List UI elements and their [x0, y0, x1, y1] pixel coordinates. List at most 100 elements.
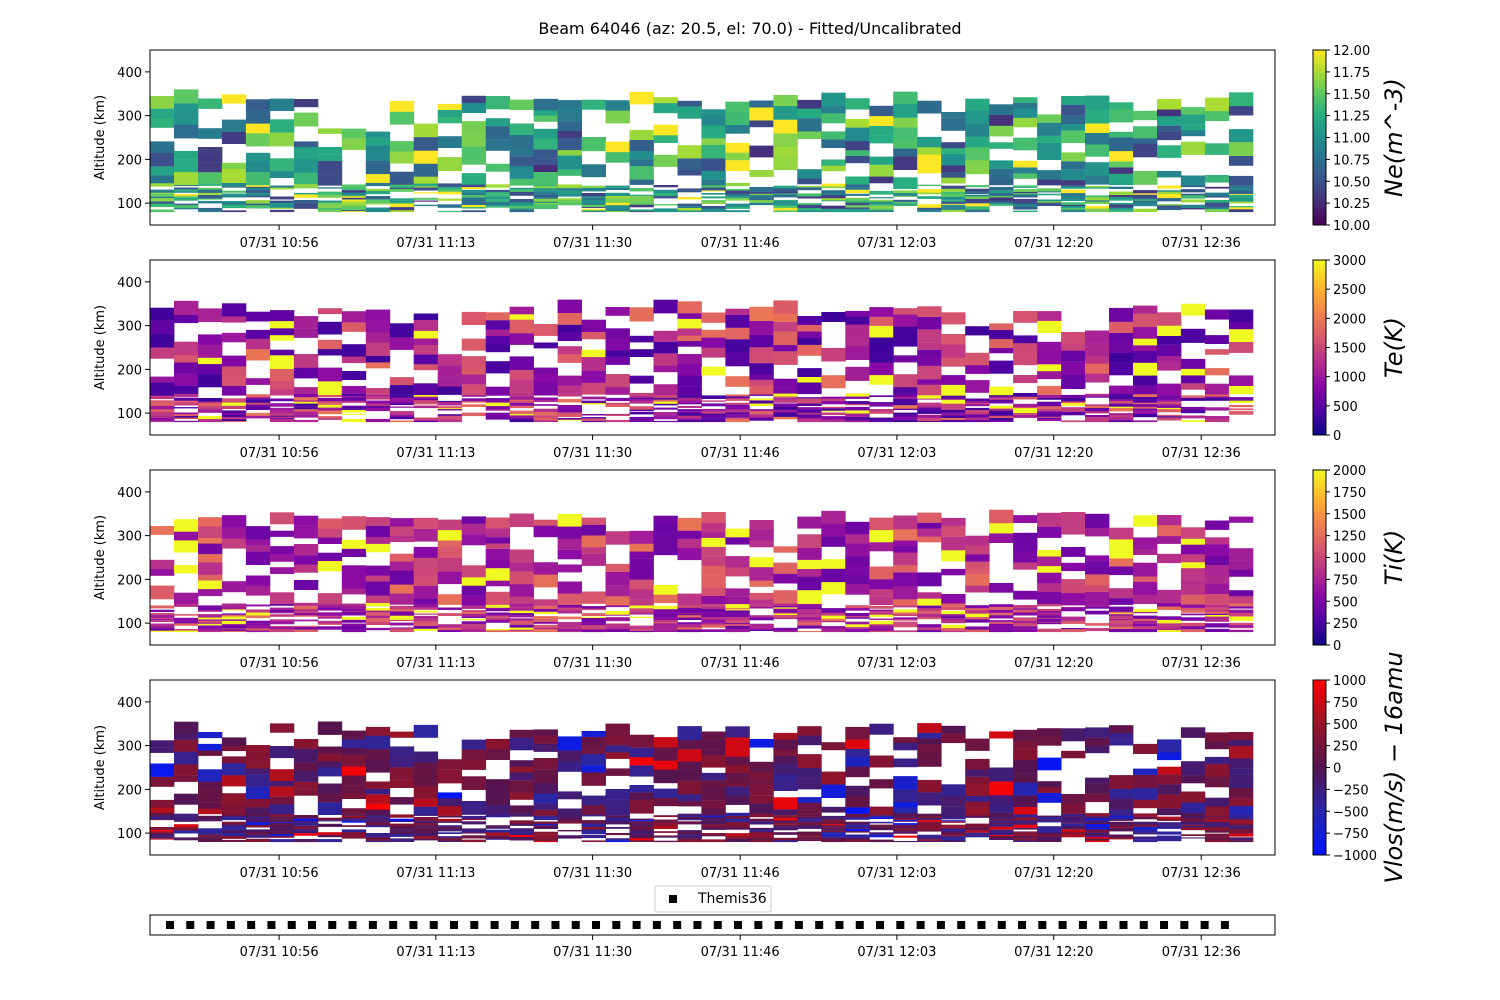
heatmap-cell	[797, 617, 822, 620]
heatmap-cell	[198, 628, 223, 632]
x-tick-label: 07/31 12:03	[857, 866, 936, 881]
heatmap-cell	[221, 625, 247, 629]
heatmap-cell	[581, 208, 606, 210]
heatmap-cell	[317, 321, 343, 335]
heatmap-cell	[773, 378, 798, 389]
heatmap-cell	[341, 606, 367, 609]
heatmap-cell	[1133, 398, 1158, 400]
heatmap-cell	[533, 841, 558, 843]
heatmap-cell	[1085, 838, 1110, 841]
heatmap-cell	[941, 203, 966, 205]
te-panel: 07/31 10:56 07/31 11:13 07/31 11:30 07/31 1…	[93, 254, 1408, 461]
heatmap-cell	[365, 517, 391, 526]
heatmap-cell	[605, 563, 630, 572]
heatmap-cell	[629, 418, 654, 422]
heatmap-cell	[797, 407, 822, 410]
heatmap-cell	[749, 306, 774, 321]
heatmap-cell	[1037, 370, 1062, 380]
heatmap-cell	[1013, 515, 1038, 523]
heatmap-cell	[845, 401, 870, 405]
heatmap-cell	[1109, 407, 1134, 412]
heatmap-cell	[461, 374, 487, 385]
heatmap-cell	[629, 204, 654, 208]
heatmap-cell	[293, 367, 319, 379]
heatmap-cell	[245, 109, 271, 124]
colorbar-tick-label: 0	[1333, 762, 1341, 777]
heatmap-cell	[869, 125, 894, 136]
heatmap-cell	[773, 824, 798, 827]
heatmap-cell	[509, 356, 534, 370]
heatmap-cell	[1228, 175, 1254, 186]
colorbar-tick-label: 2500	[1333, 283, 1366, 298]
heatmap-cell	[1085, 628, 1110, 632]
heatmap-cell	[1109, 620, 1134, 623]
heatmap-cell	[293, 823, 319, 826]
themis-marker	[896, 921, 905, 929]
heatmap-cell	[845, 393, 870, 397]
heatmap-cell	[629, 411, 654, 413]
heatmap-cell	[989, 168, 1014, 180]
heatmap-cell	[293, 839, 319, 841]
heatmap-cell	[389, 825, 415, 830]
heatmap-cell	[605, 202, 630, 206]
heatmap-cell	[605, 374, 630, 388]
heatmap-cell	[389, 171, 415, 185]
colorbar-tick-label: 1500	[1333, 508, 1366, 523]
heatmap-cell	[629, 830, 654, 835]
themis-marker	[368, 921, 377, 929]
heatmap-cell	[749, 739, 774, 748]
themis-marker	[166, 921, 174, 929]
heatmap-cell	[1157, 196, 1182, 199]
heatmap-cell	[773, 839, 798, 843]
heatmap-cell	[701, 411, 726, 414]
heatmap-cell	[965, 191, 990, 193]
heatmap-cell	[629, 399, 654, 401]
heatmap-cell	[797, 778, 822, 790]
heatmap-cell	[605, 571, 630, 586]
heatmap-cell	[989, 360, 1014, 374]
heatmap-cell	[1061, 206, 1086, 209]
heatmap-cell	[893, 624, 918, 628]
heatmap-cell	[317, 339, 343, 350]
heatmap-cell	[485, 320, 511, 330]
heatmap-cell	[701, 772, 726, 781]
heatmap-cell	[1204, 836, 1230, 838]
heatmap-cell	[773, 590, 798, 604]
heatmap-cell	[1109, 416, 1134, 420]
heatmap-cell	[1037, 418, 1062, 422]
x-tick-label: 07/31 11:46	[701, 866, 780, 881]
heatmap-cell	[1180, 416, 1206, 419]
heatmap-cell	[1085, 373, 1110, 383]
heatmap-cell	[509, 624, 534, 628]
heatmap-cell	[1085, 561, 1110, 575]
heatmap-cell	[821, 618, 846, 621]
heatmap-cell	[389, 619, 415, 622]
heatmap-cell	[869, 834, 894, 838]
heatmap-cell	[965, 412, 990, 415]
heatmap-cell	[1037, 628, 1062, 633]
heatmap-cell	[174, 112, 199, 125]
heatmap-cell	[1109, 598, 1134, 605]
heatmap-cell	[893, 194, 918, 196]
heatmap-cell	[1228, 569, 1254, 577]
heatmap-cell	[893, 816, 918, 818]
heatmap-cell	[1157, 193, 1182, 197]
heatmap-cell	[1204, 623, 1230, 626]
heatmap-cell	[941, 627, 966, 631]
heatmap-cell	[941, 384, 966, 396]
heatmap-cell	[797, 624, 822, 626]
heatmap-cell	[389, 605, 415, 610]
heatmap-cell	[198, 363, 223, 375]
heatmap-cell	[1133, 629, 1158, 633]
heatmap-cell	[341, 629, 367, 633]
heatmap-cell	[917, 743, 942, 753]
heatmap-cell	[317, 397, 343, 402]
ne-colorbar-label: Ne(m^-3)	[1380, 78, 1408, 197]
heatmap-cell	[557, 406, 582, 410]
themis-marker	[1018, 921, 1027, 929]
heatmap-cell	[461, 749, 487, 761]
heatmap-cell	[989, 186, 1014, 191]
heatmap-cell	[941, 550, 966, 562]
heatmap-cell	[1109, 798, 1134, 810]
